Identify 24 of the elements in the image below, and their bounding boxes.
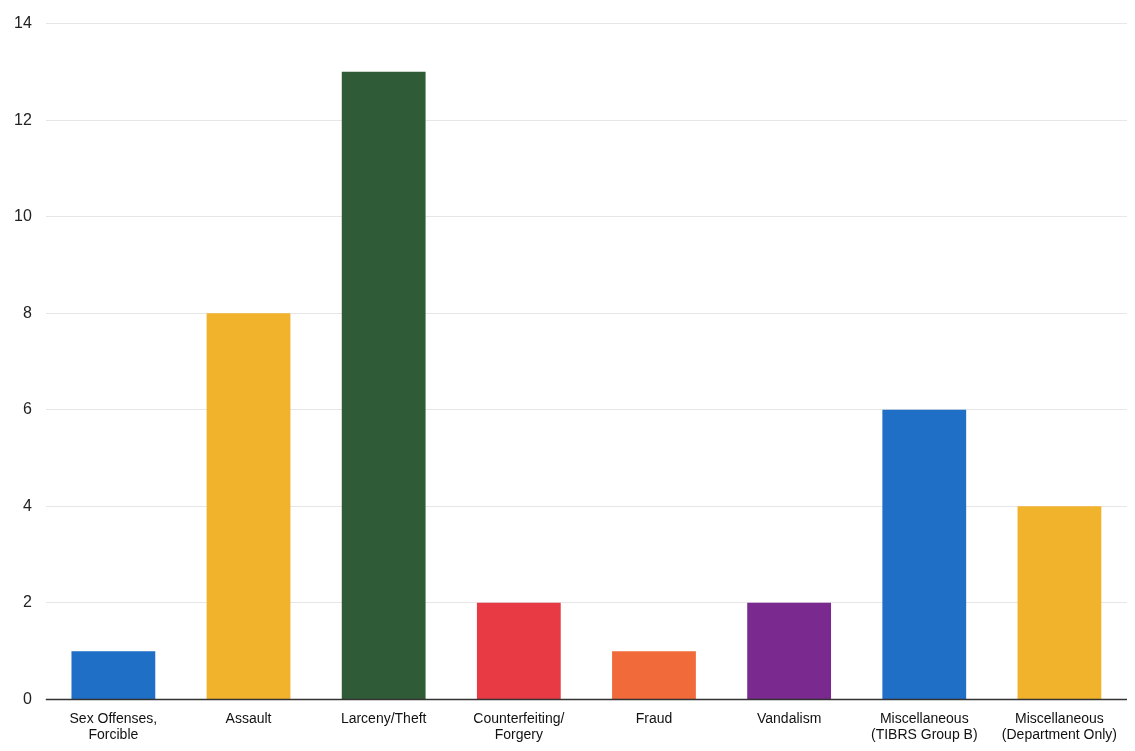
x-tick-label: Miscellaneous (TIBRS Group B) (870, 709, 978, 743)
y-tick-label: 10 (14, 207, 32, 225)
x-tick-label: Assault (225, 709, 272, 726)
x-tick-label: Sex Offenses, Forcible (69, 709, 158, 743)
bar (206, 313, 291, 699)
bar (612, 651, 696, 699)
x-tick-label: Larceny/Theft (340, 709, 427, 726)
y-tick-label: 14 (14, 14, 32, 32)
bar (1017, 506, 1102, 699)
y-tick-label: 0 (22, 689, 32, 707)
bar (71, 651, 156, 699)
y-tick-label: 8 (22, 303, 32, 321)
bar (747, 602, 832, 699)
y-tick-label: 2 (22, 593, 32, 611)
bar (341, 71, 426, 699)
x-tick-label: Counterfeiting/ Forgery (473, 709, 565, 743)
x-tick-label: Fraud (635, 709, 673, 726)
bar (882, 409, 967, 699)
y-tick-label: 6 (22, 400, 32, 418)
y-tick-label: 4 (22, 496, 32, 514)
x-tick-label: Miscellaneous (Department Only) (1001, 709, 1117, 743)
bar (476, 602, 561, 699)
y-tick-label: 12 (14, 110, 32, 128)
x-tick-label: Vandalism (756, 709, 822, 726)
